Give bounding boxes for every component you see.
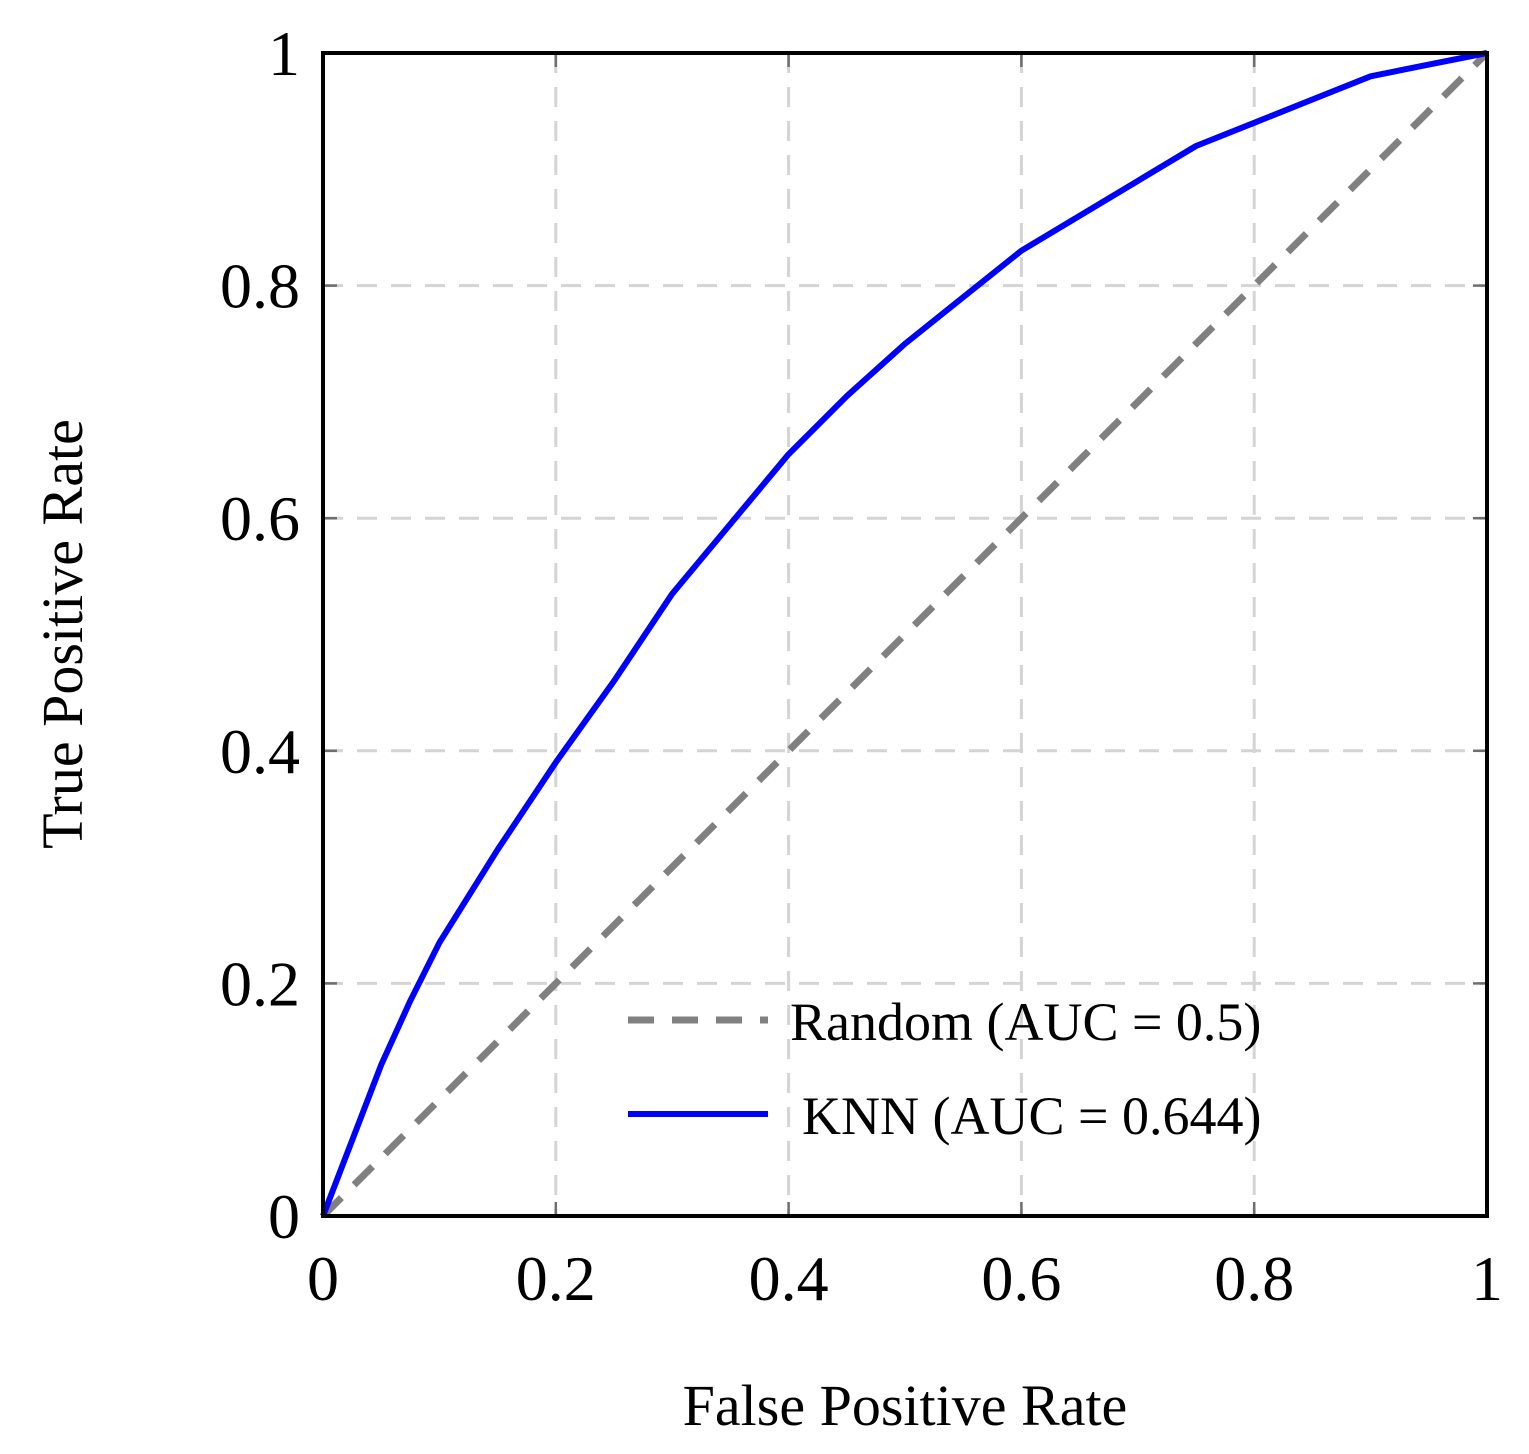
y-tick-label: 1 xyxy=(268,18,300,89)
x-tick-label: 0.8 xyxy=(1214,1243,1294,1314)
x-axis-label: False Positive Rate xyxy=(683,1373,1128,1438)
grid xyxy=(323,53,1487,1216)
series-line-knn xyxy=(320,50,1488,1218)
x-tick-label: 0.2 xyxy=(516,1243,596,1314)
legend-label-random: Random (AUC = 0.5) xyxy=(790,992,1261,1052)
plot-frame xyxy=(321,51,1489,1218)
tick-labels: 0 0.2 0.4 0.6 0.8 1 0 0.2 0.4 0.6 0.8 1 xyxy=(220,18,1503,1314)
x-tick-label: 1 xyxy=(1471,1243,1503,1314)
y-tick-label: 0 xyxy=(268,1181,300,1252)
y-tick-label: 0.2 xyxy=(220,948,300,1019)
x-tick-label: 0.4 xyxy=(749,1243,829,1314)
y-tick-label: 0.8 xyxy=(220,251,300,322)
legend: Random (AUC = 0.5) KNN (AUC = 0.644) xyxy=(628,992,1261,1146)
series-line-random xyxy=(320,50,1490,1219)
x-tick-label: 0 xyxy=(307,1243,339,1314)
y-tick-label: 0.6 xyxy=(220,483,300,554)
series xyxy=(320,50,1490,1219)
y-axis-label: True Positive Rate xyxy=(30,419,95,849)
y-tick-label: 0.4 xyxy=(220,716,300,787)
x-tick-label: 0.6 xyxy=(981,1243,1061,1314)
legend-label-knn: KNN (AUC = 0.644) xyxy=(802,1086,1261,1146)
